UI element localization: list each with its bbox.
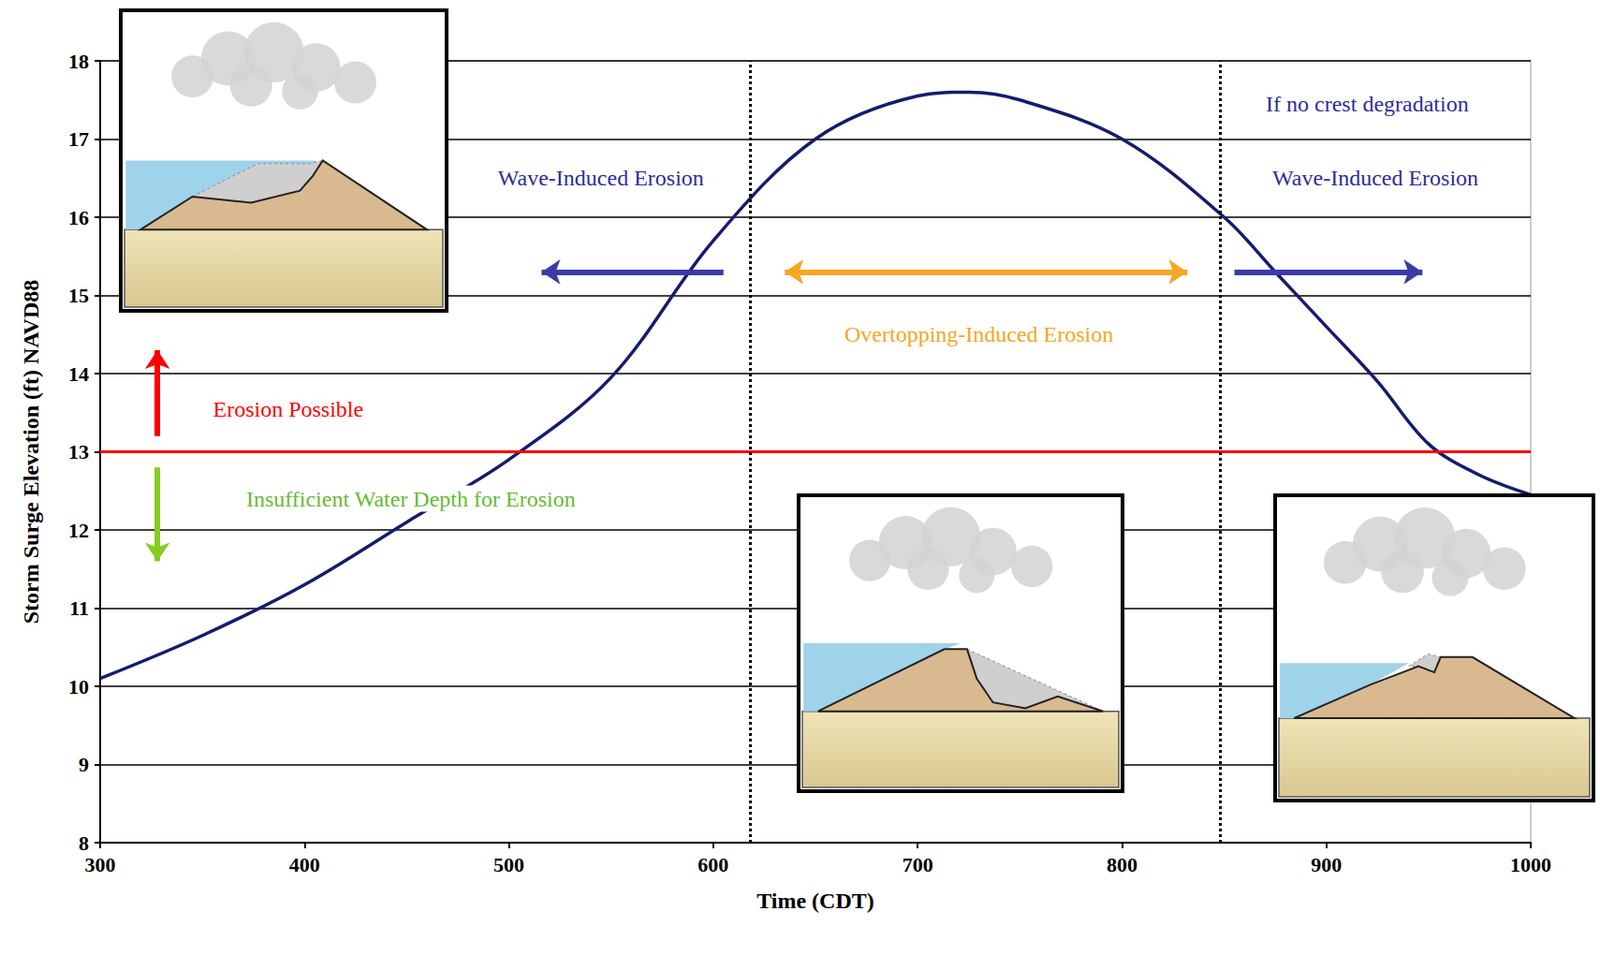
svg-text:11: 11 xyxy=(69,596,89,620)
svg-text:700: 700 xyxy=(902,852,934,877)
svg-text:15: 15 xyxy=(68,283,89,308)
svg-text:10: 10 xyxy=(68,675,89,699)
svg-text:Time (CDT): Time (CDT) xyxy=(756,888,875,913)
svg-text:8: 8 xyxy=(78,831,89,855)
svg-text:13: 13 xyxy=(68,440,89,464)
svg-text:300: 300 xyxy=(85,852,117,877)
svg-text:900: 900 xyxy=(1310,852,1342,877)
svg-text:Overtopping-Induced Erosion: Overtopping-Induced Erosion xyxy=(844,322,1114,347)
svg-text:Insufficient Water Depth for E: Insufficient Water Depth for Erosion xyxy=(246,486,576,512)
svg-text:800: 800 xyxy=(1106,852,1138,877)
svg-text:17: 17 xyxy=(68,127,89,151)
svg-text:500: 500 xyxy=(493,852,525,877)
svg-text:Storm Surge Elevation (ft) NAV: Storm Surge Elevation (ft) NAVD88 xyxy=(18,279,44,625)
svg-text:Erosion Possible: Erosion Possible xyxy=(212,396,364,422)
svg-text:16: 16 xyxy=(68,205,89,230)
svg-text:400: 400 xyxy=(289,852,321,877)
svg-text:600: 600 xyxy=(697,852,729,877)
svg-text:18: 18 xyxy=(68,49,89,74)
svg-text:Wave-Induced Erosion: Wave-Induced Erosion xyxy=(498,165,705,191)
svg-text:9: 9 xyxy=(78,752,89,777)
svg-text:If no crest degradation: If no crest degradation xyxy=(1265,91,1469,117)
svg-text:14: 14 xyxy=(68,362,89,386)
svg-text:1000: 1000 xyxy=(1510,852,1552,877)
svg-text:12: 12 xyxy=(68,518,89,543)
svg-text:Wave-Induced Erosion: Wave-Induced Erosion xyxy=(1272,165,1479,191)
